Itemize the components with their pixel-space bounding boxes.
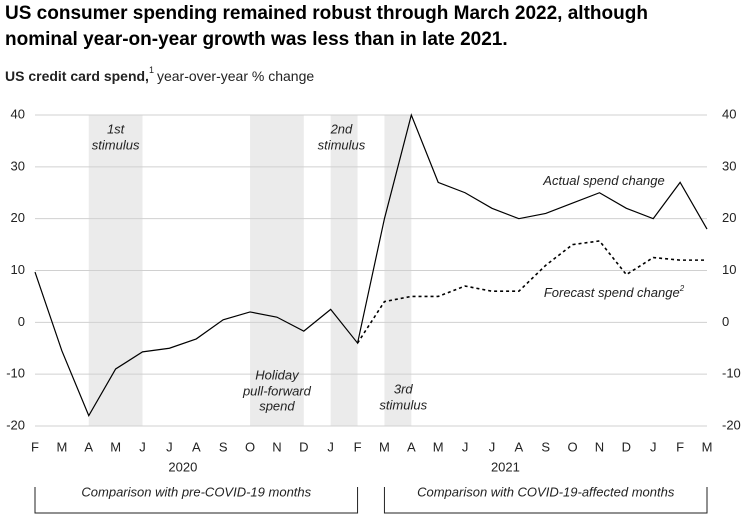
footnote-marker: 1 [149, 65, 154, 75]
y2-tick-label: 30 [722, 158, 736, 173]
y2-tick-label: 20 [722, 210, 736, 225]
y-tick-label: -20 [6, 417, 25, 432]
year-label: 2021 [491, 459, 520, 474]
chart-title: US consumer spending remained robust thr… [5, 3, 648, 24]
year-label: 2020 [168, 459, 197, 474]
x-tick-label: O [245, 439, 255, 454]
y2-tick-label: 40 [722, 106, 736, 121]
x-tick-label: F [676, 439, 684, 454]
x-tick-label: F [31, 439, 39, 454]
series-line [34, 113, 708, 417]
chart-title: nominal year-on-year growth was less tha… [5, 29, 508, 50]
y-tick-label: -10 [6, 366, 25, 381]
subtitle: US credit card spend,1 year-over-year % c… [5, 65, 314, 83]
series-label: Actual spend change [542, 173, 664, 188]
series-label: Forecast spend change2 [544, 284, 685, 300]
bracket-label: Comparison with COVID-19-affected months [417, 484, 675, 499]
x-tick-label: D [622, 439, 631, 454]
period-label: stimulus [379, 397, 427, 412]
subtitle-rest: year-over-year % change [157, 68, 314, 84]
x-tick-label: A [407, 439, 416, 454]
period-label: 3rd [394, 381, 414, 396]
x-tick-label: N [595, 439, 604, 454]
x-tick-label: J [166, 439, 173, 454]
x-tick-label: A [192, 439, 201, 454]
x-tick-label: F [354, 439, 362, 454]
y2-tick-label: -10 [722, 366, 741, 381]
x-tick-label: J [139, 439, 146, 454]
x-tick-label: M [433, 439, 444, 454]
period-label: 2nd [330, 121, 353, 136]
x-tick-label: J [489, 439, 496, 454]
period-label: Holiday [255, 367, 300, 382]
x-tick-label: A [515, 439, 524, 454]
period-label: pull-forward [242, 383, 312, 398]
bracket [34, 487, 359, 514]
y-tick-label: 0 [18, 314, 25, 329]
x-tick-label: S [541, 439, 550, 454]
x-tick-label: S [219, 439, 228, 454]
bracket [383, 487, 708, 514]
x-tick-label: O [568, 439, 578, 454]
x-tick-label: N [272, 439, 281, 454]
x-tick-label: J [650, 439, 657, 454]
x-tick-label: J [327, 439, 334, 454]
y2-tick-label: 0 [722, 314, 729, 329]
x-tick-label: D [299, 439, 308, 454]
x-tick-label: J [462, 439, 469, 454]
y-tick-label: 40 [11, 106, 25, 121]
y-tick-label: 20 [11, 210, 25, 225]
y2-tick-label: 10 [722, 262, 736, 277]
subtitle-bold: US credit card spend, [5, 68, 149, 84]
period-label: stimulus [318, 137, 366, 152]
series-line [356, 240, 707, 344]
y-tick-label: 30 [11, 158, 25, 173]
bracket-label: Comparison with pre-COVID-19 months [81, 484, 311, 499]
series-note: 2 [679, 284, 685, 293]
y2-tick-label: -20 [722, 417, 741, 432]
series-name: Forecast spend change [544, 285, 680, 300]
y-tick-label: 10 [11, 262, 25, 277]
x-tick-label: A [84, 439, 93, 454]
x-tick-label: M [56, 439, 67, 454]
series-name: Actual spend change [542, 173, 664, 188]
period-label: 1st [107, 121, 126, 136]
period-label: stimulus [92, 137, 140, 152]
period-label: spend [259, 398, 295, 413]
x-tick-label: M [702, 439, 713, 454]
x-tick-label: M [110, 439, 121, 454]
x-tick-label: M [379, 439, 390, 454]
